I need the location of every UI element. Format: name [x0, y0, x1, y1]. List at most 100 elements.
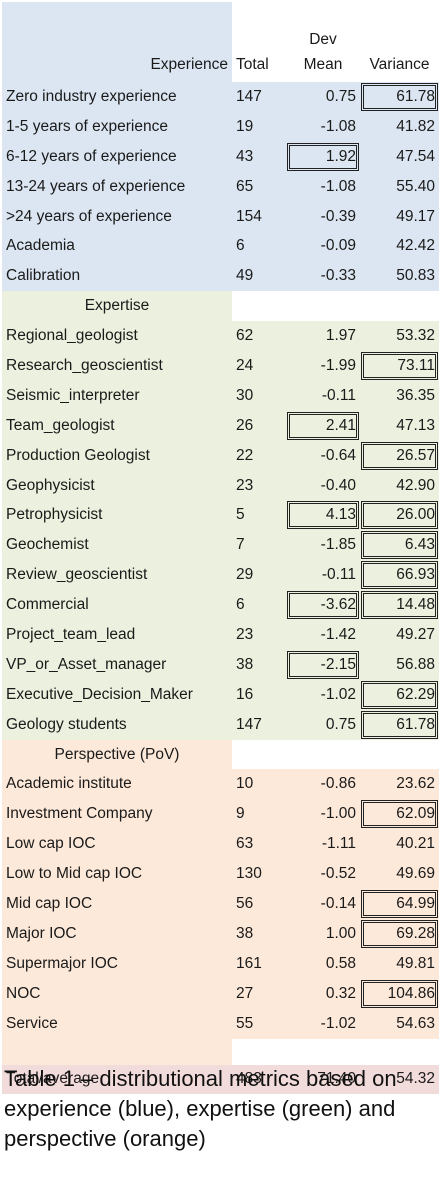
row-variance: 26.00 — [360, 500, 439, 531]
row-variance: 53.32 — [360, 321, 439, 352]
table-row: Research_geoscientist 24 -1.99 73.11 — [2, 351, 439, 381]
row-dev-mean: 1.00 — [286, 918, 360, 949]
table-row: Petrophysicist 5 4.13 26.00 — [2, 500, 439, 531]
header-total: Total — [232, 2, 286, 82]
row-label: Executive_Decision_Maker — [2, 679, 232, 710]
row-total: 154 — [232, 201, 286, 232]
table-row: Commercial 6 -3.62 14.48 — [2, 590, 439, 621]
row-total: 7 — [232, 530, 286, 561]
empty-cell — [232, 739, 286, 770]
table-row: Review_geoscientist 29 -0.11 66.93 — [2, 560, 439, 591]
row-dev-mean: -0.33 — [286, 261, 360, 292]
row-label: Mid cap IOC — [2, 889, 232, 919]
total-row: Total/average 483 71.40 54.32 — [2, 1064, 439, 1095]
row-label: Calibration — [2, 261, 232, 292]
empty-cell — [286, 291, 360, 322]
row-dev-mean: 0.75 — [286, 82, 360, 112]
row-label: Regional_geologist — [2, 321, 232, 352]
row-variance: 49.27 — [360, 620, 439, 650]
row-dev-mean: -1.99 — [286, 351, 360, 381]
row-variance: 50.83 — [360, 261, 439, 292]
row-variance: 62.09 — [360, 799, 439, 830]
section-header-row: Perspective (PoV) — [2, 739, 439, 770]
table-row: Academia 6 -0.09 42.42 — [2, 231, 439, 262]
row-variance: 47.13 — [360, 410, 439, 441]
row-variance: 104.86 — [360, 978, 439, 1009]
table-row: 1-5 years of experience 19 -1.08 41.82 — [2, 111, 439, 142]
row-total: 147 — [232, 82, 286, 112]
empty-cell — [232, 291, 286, 322]
row-dev-mean: -0.39 — [286, 201, 360, 232]
table-row: Executive_Decision_Maker 16 -1.02 62.29 — [2, 679, 439, 710]
row-total: 62 — [232, 321, 286, 352]
section-title: Perspective (PoV) — [2, 739, 232, 770]
table-row: Team_geologist 26 2.41 47.13 — [2, 410, 439, 441]
empty-cell — [360, 739, 439, 770]
row-total: 161 — [232, 948, 286, 979]
row-variance: 49.69 — [360, 859, 439, 890]
row-total: 9 — [232, 799, 286, 830]
row-label: Project_team_lead — [2, 620, 232, 650]
row-label: Major IOC — [2, 918, 232, 949]
row-variance: 49.81 — [360, 948, 439, 979]
row-dev-mean: 0.58 — [286, 948, 360, 979]
row-dev-mean: 1.97 — [286, 321, 360, 352]
row-dev-mean: 0.32 — [286, 978, 360, 1009]
row-total: 5 — [232, 500, 286, 531]
row-label: Petrophysicist — [2, 500, 232, 531]
table-row: Geochemist 7 -1.85 6.43 — [2, 530, 439, 561]
row-label: Geochemist — [2, 530, 232, 561]
row-total: 38 — [232, 918, 286, 949]
row-total: 6 — [232, 231, 286, 262]
row-label: Investment Company — [2, 799, 232, 830]
row-label: NOC — [2, 978, 232, 1009]
row-total: 38 — [232, 649, 286, 680]
row-total: 22 — [232, 440, 286, 471]
table-row: Service 55 -1.02 54.63 — [2, 1008, 439, 1039]
table-row: 13-24 years of experience 65 -1.08 55.40 — [2, 171, 439, 202]
row-dev-mean: -1.42 — [286, 620, 360, 650]
row-total: 19 — [232, 111, 286, 142]
row-dev-mean: -1.02 — [286, 1008, 360, 1039]
row-dev-mean: -1.00 — [286, 799, 360, 830]
row-label: Geology students — [2, 709, 232, 740]
table-row: Production Geologist 22 -0.64 26.57 — [2, 440, 439, 471]
empty-cell — [360, 1038, 439, 1065]
row-variance: 61.78 — [360, 709, 439, 740]
row-variance: 41.82 — [360, 111, 439, 142]
row-total: 26 — [232, 410, 286, 441]
table-row: Academic institute 10 -0.86 23.62 — [2, 769, 439, 800]
row-label: Academia — [2, 231, 232, 262]
row-label: 13-24 years of experience — [2, 171, 232, 202]
row-variance: 26.57 — [360, 440, 439, 471]
row-variance: 47.54 — [360, 141, 439, 172]
table-row: Supermajor IOC 161 0.58 49.81 — [2, 948, 439, 979]
row-total: 29 — [232, 560, 286, 591]
table-row: Zero industry experience 147 0.75 61.78 — [2, 82, 439, 112]
row-variance: 56.88 — [360, 649, 439, 680]
total-variance: 54.32 — [360, 1064, 439, 1095]
row-variance: 61.78 — [360, 82, 439, 112]
table-row: Low cap IOC 63 -1.11 40.21 — [2, 829, 439, 860]
row-variance: 36.35 — [360, 380, 439, 411]
row-variance: 73.11 — [360, 351, 439, 381]
total-label: Total/average — [2, 1064, 232, 1095]
row-dev-mean: 1.92 — [286, 141, 360, 172]
row-label: 1-5 years of experience — [2, 111, 232, 142]
row-label: Service — [2, 1008, 232, 1039]
row-label: VP_or_Asset_manager — [2, 649, 232, 680]
row-total: 63 — [232, 829, 286, 860]
row-label: Supermajor IOC — [2, 948, 232, 979]
row-dev-mean: -0.86 — [286, 769, 360, 800]
row-total: 6 — [232, 590, 286, 621]
row-label: Academic institute — [2, 769, 232, 800]
row-label: Team_geologist — [2, 410, 232, 441]
row-dev-mean: -2.15 — [286, 649, 360, 680]
row-total: 16 — [232, 679, 286, 710]
row-total: 43 — [232, 141, 286, 172]
row-total: 27 — [232, 978, 286, 1009]
metrics-table-container: Experience Total Dev Mean Variance Zero … — [2, 2, 439, 1095]
row-variance: 64.99 — [360, 889, 439, 919]
table-row: Low to Mid cap IOC 130 -0.52 49.69 — [2, 859, 439, 890]
table-row: 6-12 years of experience 43 1.92 47.54 — [2, 141, 439, 172]
